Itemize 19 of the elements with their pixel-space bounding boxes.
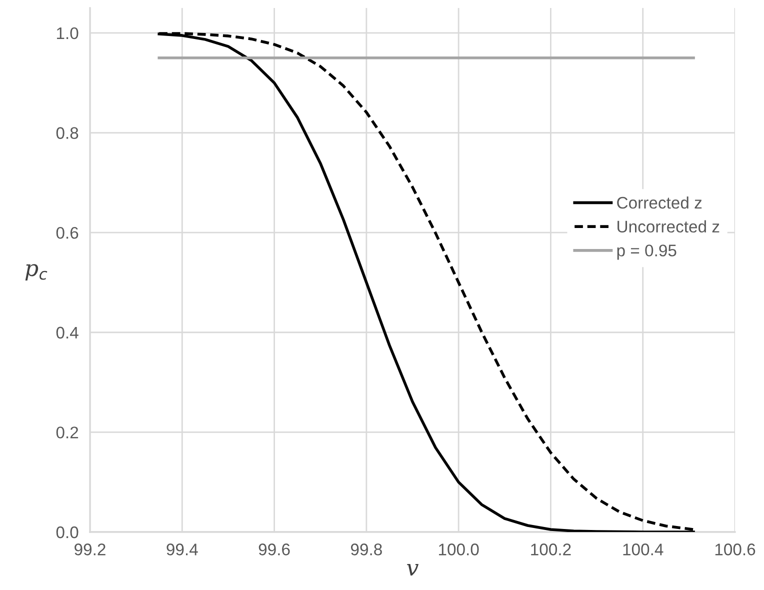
x-tick-label: 100.6 <box>715 544 756 556</box>
y-axis-title: p$_{c}$ <box>25 264 48 281</box>
y-tick-label: 1.0 <box>56 27 78 40</box>
legend-label: Corrected z <box>617 196 702 209</box>
x-tick-label: 99.2 <box>74 544 106 556</box>
x-axis-title: v <box>407 564 419 576</box>
x-tick-label: 100.4 <box>623 544 664 556</box>
y-tick-label: 0.4 <box>56 326 78 339</box>
y-tick-label: 0.8 <box>56 127 78 139</box>
y-tick-label: 0.0 <box>56 526 78 538</box>
x-tick-label: 99.6 <box>258 544 290 556</box>
y-tick-label: 0.2 <box>56 426 78 438</box>
y-tick-label: 0.6 <box>56 226 78 239</box>
x-tick-label: 100.2 <box>531 544 571 556</box>
x-tick-label: 100.0 <box>438 544 479 556</box>
legend-label: p = 0.95 <box>617 244 676 260</box>
x-tick-label: 99.8 <box>350 544 382 556</box>
legend-label: Uncorrected z <box>618 220 720 233</box>
x-tick-label: 99.4 <box>166 544 198 556</box>
